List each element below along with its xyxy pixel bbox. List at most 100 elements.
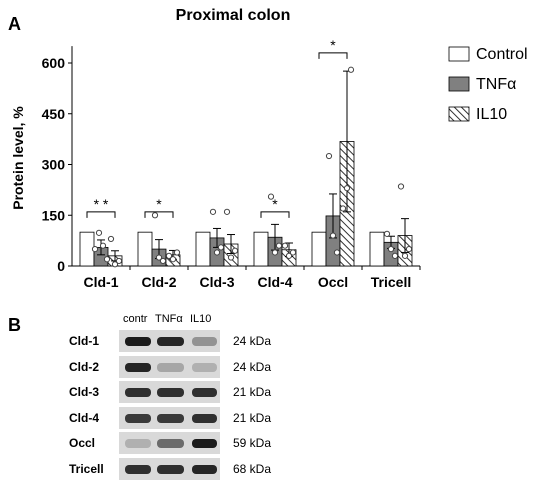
blot-protein-label: Occl xyxy=(69,436,96,450)
significance-marker: * xyxy=(272,196,278,212)
x-tick-label: Occl xyxy=(318,274,348,290)
blot-band xyxy=(192,388,217,397)
blot-band xyxy=(125,464,151,474)
blot-strip xyxy=(119,406,220,429)
x-tick-label: Cld-4 xyxy=(258,274,293,290)
data-point xyxy=(343,185,351,192)
lane-header: TNFα xyxy=(155,313,183,325)
data-point xyxy=(217,244,225,251)
panel-b-letter: B xyxy=(8,315,21,335)
data-point xyxy=(103,256,111,263)
blot-strip xyxy=(119,457,220,480)
legend-label: Control xyxy=(476,46,528,63)
blot-kda-label: 59 kDa xyxy=(233,436,272,450)
blot-strip xyxy=(119,381,220,403)
chart-legend: Control TNFα IL10 xyxy=(448,46,528,123)
data-point xyxy=(405,245,413,253)
blot-kda-label: 21 kDa xyxy=(233,385,272,399)
data-point xyxy=(289,249,297,256)
blot-band xyxy=(157,439,184,448)
data-point xyxy=(173,249,181,256)
significance-bracket xyxy=(260,211,290,218)
x-tick-label: Cld-2 xyxy=(142,274,177,290)
blot-band xyxy=(157,388,184,397)
blot-band xyxy=(192,439,217,448)
data-point xyxy=(383,230,391,237)
data-point xyxy=(209,208,217,215)
data-point xyxy=(155,254,163,261)
data-point xyxy=(281,242,289,249)
blot-band xyxy=(192,413,217,423)
legend-swatch xyxy=(448,46,470,62)
data-point xyxy=(231,247,239,254)
blot-protein-label: Cld-4 xyxy=(69,410,99,425)
data-point xyxy=(227,254,235,261)
legend-label: IL10 xyxy=(476,106,507,123)
blot-protein-label: Cld-2 xyxy=(69,359,99,374)
x-tick-label: Cld-1 xyxy=(84,274,119,290)
blot-strip xyxy=(119,355,220,378)
significance-bracket xyxy=(86,211,116,218)
blot-band xyxy=(192,362,217,372)
data-point xyxy=(325,152,333,160)
legend-swatch xyxy=(448,106,470,122)
y-tick-label: 150 xyxy=(42,207,66,223)
data-point xyxy=(95,229,103,236)
panel-a-letter: A xyxy=(8,14,21,34)
blot-protein-label: Tricell xyxy=(69,461,104,476)
legend-label: TNFα xyxy=(476,76,516,93)
blot-band xyxy=(157,362,184,372)
data-point xyxy=(339,205,347,212)
legend-swatch xyxy=(448,76,470,92)
blot-band xyxy=(125,413,151,423)
blot-band xyxy=(125,388,151,397)
blot-band xyxy=(157,337,184,346)
blot-strip xyxy=(119,432,220,454)
data-point xyxy=(387,245,395,253)
y-tick-label: 450 xyxy=(42,106,66,122)
blot-strip xyxy=(119,330,220,352)
blot-kda-label: 24 kDa xyxy=(233,334,272,348)
data-point xyxy=(401,252,409,259)
data-point xyxy=(271,249,279,256)
y-tick-label: 0 xyxy=(57,258,65,274)
significance-bracket xyxy=(318,52,348,59)
y-tick-label: 600 xyxy=(42,55,66,71)
blot-band xyxy=(192,464,217,474)
data-point xyxy=(165,252,173,259)
data-point xyxy=(151,212,159,219)
data-point xyxy=(285,252,293,259)
blot-band xyxy=(125,362,151,372)
x-tick-label: Tricell xyxy=(371,274,411,290)
data-point xyxy=(267,193,275,200)
data-point xyxy=(91,245,99,253)
data-point xyxy=(333,249,341,256)
blot-protein-label: Cld-3 xyxy=(69,385,99,399)
significance-bracket xyxy=(144,211,174,218)
bar-chart: A Proximal colon Protein level, % 0 150 30… xyxy=(8,7,528,290)
data-point xyxy=(159,257,167,265)
significance-marker: * xyxy=(330,37,336,53)
x-tick-label: Cld-3 xyxy=(200,274,235,290)
blot-band xyxy=(192,337,217,346)
data-point xyxy=(347,66,355,73)
y-tick-label: 300 xyxy=(42,157,66,173)
significance-marker: * * xyxy=(94,196,109,212)
blot-band xyxy=(157,413,184,423)
data-point xyxy=(107,235,115,243)
blot-band xyxy=(157,464,184,474)
blot-kda-label: 21 kDa xyxy=(233,410,272,425)
blot-kda-label: 68 kDa xyxy=(233,461,272,476)
data-point xyxy=(99,242,107,249)
chart-title: Proximal colon xyxy=(176,7,291,24)
significance-marker: * xyxy=(156,196,162,212)
data-point xyxy=(223,208,231,215)
data-point xyxy=(213,249,221,256)
data-point xyxy=(397,183,405,190)
data-point xyxy=(329,232,337,239)
lane-header: contr xyxy=(123,313,148,325)
lane-header: IL10 xyxy=(190,313,212,325)
data-point xyxy=(111,261,119,268)
y-axis-label: Protein level, % xyxy=(10,106,26,210)
